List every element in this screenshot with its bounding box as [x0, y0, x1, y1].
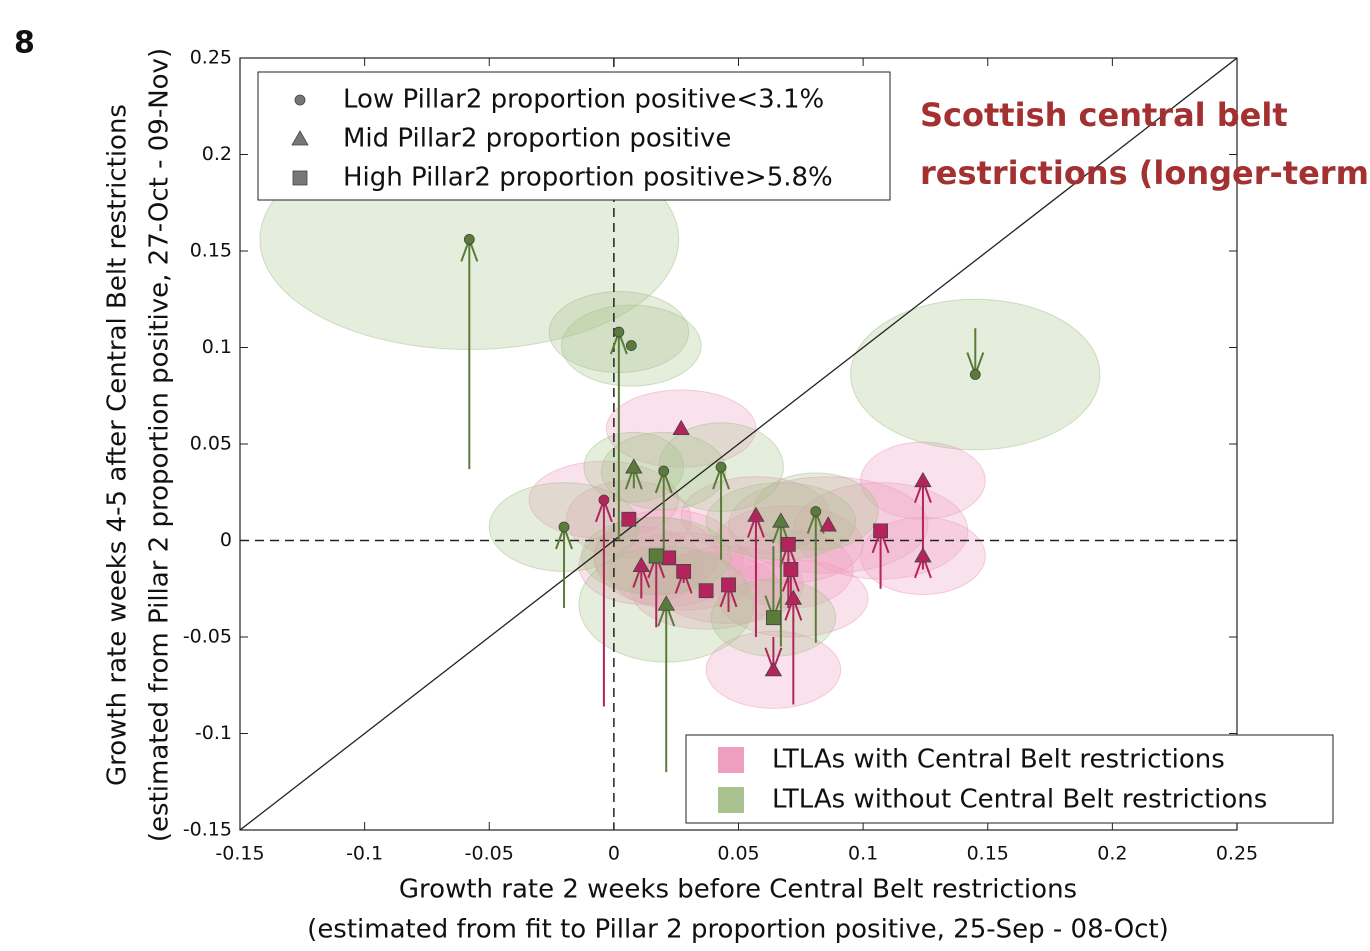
y-tick-label: 0.1	[202, 336, 232, 358]
marker	[914, 471, 932, 488]
marker	[613, 326, 625, 338]
legend-marker	[291, 130, 309, 146]
y-axis-label: Growth rate weeks 4-5 after Central Belt…	[103, 104, 133, 786]
marker	[721, 577, 736, 593]
marker	[625, 458, 643, 474]
marker	[672, 419, 690, 435]
y-tick-label: -0.1	[195, 722, 232, 744]
legend-marker	[294, 94, 306, 106]
marker	[810, 506, 822, 517]
marker	[657, 595, 675, 611]
x-tick-label: -0.1	[346, 843, 383, 865]
legend-swatch	[718, 787, 744, 813]
legend-marker	[292, 170, 308, 186]
y-axis-label: (estimated from Pillar 2 proportion posi…	[145, 48, 175, 842]
marker	[676, 563, 692, 579]
marker	[784, 589, 803, 605]
marker-legend: Low Pillar2 proportion positive<3.1% Mid …	[257, 71, 891, 201]
marker	[661, 550, 677, 566]
marker	[558, 521, 570, 533]
y-tick-label: 0	[220, 529, 232, 551]
marker	[632, 556, 650, 572]
marker	[780, 536, 796, 552]
marker	[658, 465, 670, 477]
identity-line	[240, 58, 1237, 830]
legend-label: LTLAs with Central Belt restrictions	[772, 745, 1225, 775]
x-tick-label: 0.1	[848, 843, 878, 865]
legend-label: Mid Pillar2 proportion positive	[343, 124, 731, 154]
panel-label: 8	[14, 26, 35, 61]
marker	[625, 340, 637, 351]
x-axis-label: (estimated from fit to Pillar 2 proporti…	[307, 915, 1169, 945]
marker	[969, 369, 981, 380]
x-axis-label: Growth rate 2 weeks before Central Belt …	[399, 875, 1077, 905]
y-tick-label: 0.05	[190, 433, 232, 455]
legend-box	[257, 71, 891, 201]
marker	[783, 562, 799, 577]
marker	[648, 548, 664, 564]
legend-swatch	[718, 747, 744, 773]
x-tick-label: -0.05	[465, 843, 514, 865]
marker	[698, 583, 714, 599]
marker	[598, 494, 610, 506]
marker	[764, 661, 783, 677]
x-tick-label: 0.2	[1097, 843, 1127, 865]
marker	[765, 610, 781, 626]
x-tick-label: -0.15	[215, 843, 264, 865]
legend-label: Low Pillar2 proportion positive<3.1%	[343, 85, 824, 115]
marker	[873, 523, 888, 539]
x-tick-label: 0.15	[967, 843, 1009, 865]
plot-area	[240, 58, 1237, 830]
legend-box	[685, 734, 1334, 824]
y-tick-label: 0.15	[190, 240, 232, 262]
color-legend: LTLAs with Central Belt restrictions LTLA…	[685, 734, 1334, 824]
y-tick-label: 0.25	[190, 47, 232, 69]
marker	[747, 506, 765, 522]
x-tick-label: 0.05	[717, 843, 759, 865]
legend-label: LTLAs without Central Belt restrictions	[772, 785, 1267, 815]
y-tick-label: 0.2	[202, 143, 232, 165]
x-tick-label: 0.25	[1216, 843, 1258, 865]
marker	[772, 512, 790, 528]
x-tick-label: 0	[608, 843, 620, 865]
y-tick-label: -0.15	[183, 819, 232, 841]
y-tick-label: -0.05	[183, 626, 232, 648]
annotation: restrictions (longer-term)	[920, 154, 1370, 192]
marker	[463, 234, 475, 245]
annotation: Scottish central belt	[920, 96, 1288, 134]
marker	[715, 461, 727, 473]
legend-label: High Pillar2 proportion positive>5.8%	[343, 163, 833, 193]
marker	[819, 516, 837, 532]
marker	[621, 511, 637, 527]
marker	[914, 547, 932, 563]
